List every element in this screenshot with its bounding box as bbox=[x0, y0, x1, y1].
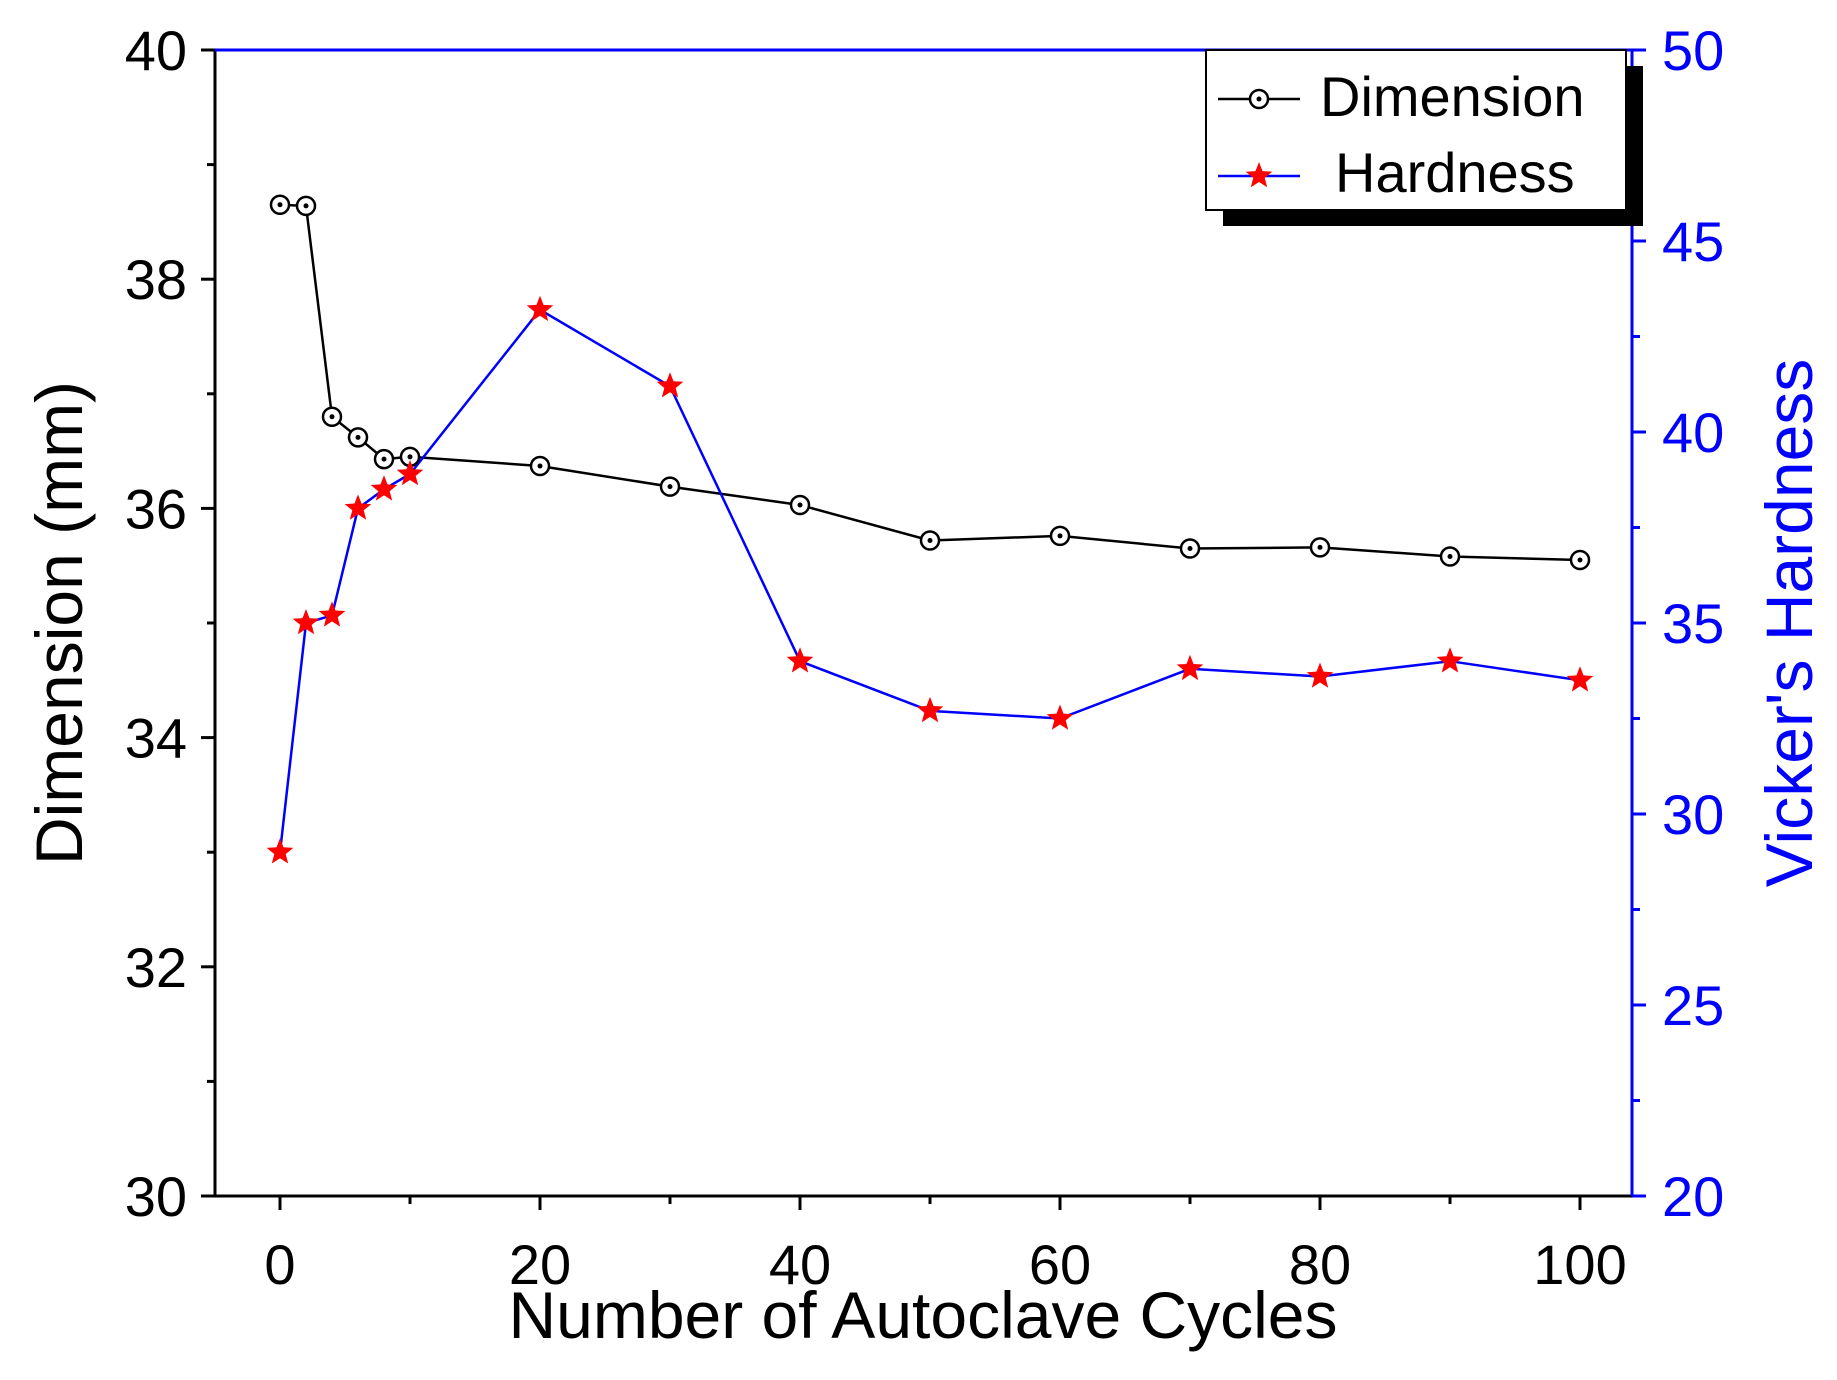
hardness-series-line bbox=[278, 308, 1581, 853]
dimension-point-dot bbox=[797, 502, 803, 508]
x-axis-title: Number of Autoclave Cycles bbox=[508, 1278, 1337, 1352]
y-tick-label: 40 bbox=[125, 19, 187, 82]
y2-tick-label: 45 bbox=[1662, 210, 1724, 273]
dimension-point-dot bbox=[1577, 557, 1583, 563]
legend: Dimension Hardness bbox=[1205, 49, 1643, 226]
hardness-point bbox=[1306, 662, 1334, 688]
y2-tick-label: 20 bbox=[1662, 1165, 1724, 1228]
hardness-point bbox=[344, 494, 372, 520]
hardness-point bbox=[266, 838, 294, 864]
hardness-point bbox=[1046, 704, 1074, 730]
hardness-point bbox=[1436, 647, 1464, 673]
y-tick-label: 30 bbox=[125, 1165, 187, 1228]
y-tick-label: 36 bbox=[125, 477, 187, 540]
dimension-point-dot bbox=[667, 484, 673, 490]
hardness-point bbox=[318, 601, 346, 627]
y2-tick-label: 35 bbox=[1662, 592, 1724, 655]
hardness-point bbox=[786, 647, 814, 673]
x-tick-label: 20 bbox=[509, 1233, 571, 1296]
legend-hardness-marker bbox=[1245, 162, 1273, 188]
dimension-point-dot bbox=[927, 537, 933, 543]
legend-box bbox=[1205, 49, 1627, 211]
dimension-point-dot bbox=[1187, 546, 1193, 552]
dimension-point-dot bbox=[537, 463, 543, 469]
hardness-point bbox=[526, 295, 554, 322]
dimension-point-dot bbox=[407, 454, 413, 460]
hardness-point bbox=[370, 475, 398, 501]
dimension-point-dot bbox=[303, 203, 309, 209]
x-tick-label: 60 bbox=[1029, 1233, 1091, 1296]
hardness-point bbox=[916, 696, 944, 723]
dimension-point-dot bbox=[1447, 554, 1453, 560]
dimension-point-dot bbox=[277, 202, 283, 208]
y2-tick-label: 25 bbox=[1662, 974, 1724, 1037]
legend-dimension-label: Dimension bbox=[1320, 65, 1585, 128]
hardness-point bbox=[1566, 666, 1594, 692]
legend-dimension-marker-dot bbox=[1256, 96, 1262, 102]
series-markers bbox=[266, 194, 1594, 864]
dimension-point-dot bbox=[355, 434, 361, 440]
y-tick-label: 34 bbox=[125, 707, 187, 770]
y-tick-label: 32 bbox=[125, 936, 187, 999]
x-tick-label: 0 bbox=[264, 1233, 295, 1296]
hardness-point bbox=[656, 372, 684, 398]
x-tick-label: 100 bbox=[1533, 1233, 1626, 1296]
dimension-point-dot bbox=[381, 456, 387, 462]
y2-axis-title: Vicker's Hardness bbox=[1752, 359, 1826, 888]
legend-hardness-label: Hardness bbox=[1335, 141, 1575, 204]
dimension-point-dot bbox=[1317, 544, 1323, 550]
dimension-point-dot bbox=[329, 414, 335, 420]
hardness-point bbox=[396, 460, 424, 486]
y-axis-title: Dimension (mm) bbox=[22, 381, 96, 865]
series-lines bbox=[278, 203, 1581, 853]
y-tick-label: 38 bbox=[125, 248, 187, 311]
y2-tick-label: 50 bbox=[1662, 19, 1724, 82]
tick-labels: 0 20 40 60 80 100 30 32 34 36 38 40 20 25 30 35 40 45 50 bbox=[125, 19, 1725, 1296]
x-tick-label: 80 bbox=[1289, 1233, 1351, 1296]
dimension-point-dot bbox=[1057, 533, 1063, 539]
y2-tick-label: 40 bbox=[1662, 401, 1724, 464]
hardness-point bbox=[1176, 654, 1204, 681]
y2-tick-label: 30 bbox=[1662, 783, 1724, 846]
x-tick-label: 40 bbox=[769, 1233, 831, 1296]
hardness-point bbox=[292, 609, 320, 635]
dimension-series-line bbox=[279, 203, 1581, 562]
